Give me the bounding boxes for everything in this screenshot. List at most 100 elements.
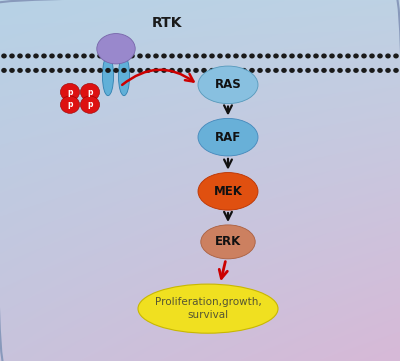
Circle shape xyxy=(377,68,383,73)
Circle shape xyxy=(97,53,103,58)
Circle shape xyxy=(73,68,79,73)
Circle shape xyxy=(81,53,87,58)
Circle shape xyxy=(257,68,263,73)
Circle shape xyxy=(57,53,63,58)
Circle shape xyxy=(265,68,271,73)
Circle shape xyxy=(385,53,391,58)
Text: RAF: RAF xyxy=(215,131,241,144)
Circle shape xyxy=(49,68,55,73)
Circle shape xyxy=(289,68,295,73)
Circle shape xyxy=(9,68,15,73)
Circle shape xyxy=(81,68,87,73)
Circle shape xyxy=(297,53,303,58)
Circle shape xyxy=(113,68,119,73)
Circle shape xyxy=(1,53,7,58)
Circle shape xyxy=(393,68,399,73)
Circle shape xyxy=(65,68,71,73)
Circle shape xyxy=(65,53,71,58)
Text: p: p xyxy=(67,88,73,96)
Ellipse shape xyxy=(97,34,135,64)
Circle shape xyxy=(249,68,255,73)
Circle shape xyxy=(345,53,351,58)
FancyArrowPatch shape xyxy=(122,70,194,85)
Circle shape xyxy=(145,68,151,73)
Circle shape xyxy=(273,53,279,58)
Circle shape xyxy=(89,68,95,73)
Circle shape xyxy=(281,53,287,58)
Circle shape xyxy=(185,68,191,73)
Circle shape xyxy=(137,53,143,58)
Circle shape xyxy=(377,53,383,58)
Text: p: p xyxy=(67,100,73,109)
Circle shape xyxy=(129,68,135,73)
Circle shape xyxy=(369,68,375,73)
Circle shape xyxy=(321,68,327,73)
Circle shape xyxy=(273,68,279,73)
Circle shape xyxy=(80,83,100,101)
Circle shape xyxy=(137,68,143,73)
Circle shape xyxy=(193,68,199,73)
Circle shape xyxy=(225,53,231,58)
Circle shape xyxy=(105,53,111,58)
Circle shape xyxy=(73,53,79,58)
Ellipse shape xyxy=(198,66,258,104)
Text: p: p xyxy=(87,88,93,96)
Circle shape xyxy=(25,68,31,73)
Circle shape xyxy=(385,68,391,73)
Circle shape xyxy=(105,68,111,73)
Circle shape xyxy=(185,53,191,58)
Circle shape xyxy=(33,68,39,73)
Circle shape xyxy=(241,68,247,73)
Circle shape xyxy=(9,53,15,58)
Circle shape xyxy=(1,68,7,73)
Text: MEK: MEK xyxy=(214,185,242,198)
Circle shape xyxy=(80,96,100,113)
Circle shape xyxy=(233,53,239,58)
Ellipse shape xyxy=(102,56,114,96)
Circle shape xyxy=(217,68,223,73)
Circle shape xyxy=(169,68,175,73)
Circle shape xyxy=(25,53,31,58)
Circle shape xyxy=(313,53,319,58)
Circle shape xyxy=(89,53,95,58)
Circle shape xyxy=(313,68,319,73)
Circle shape xyxy=(33,53,39,58)
Circle shape xyxy=(257,53,263,58)
Ellipse shape xyxy=(198,118,258,156)
Circle shape xyxy=(17,68,23,73)
Text: Proliferation,growth,
survival: Proliferation,growth, survival xyxy=(155,297,261,320)
Circle shape xyxy=(161,53,167,58)
Circle shape xyxy=(321,53,327,58)
Circle shape xyxy=(49,53,55,58)
Circle shape xyxy=(265,53,271,58)
Ellipse shape xyxy=(201,225,255,259)
Circle shape xyxy=(121,53,127,58)
Circle shape xyxy=(289,53,295,58)
Circle shape xyxy=(217,53,223,58)
Circle shape xyxy=(41,68,47,73)
Circle shape xyxy=(97,68,103,73)
Circle shape xyxy=(345,68,351,73)
Circle shape xyxy=(393,53,399,58)
Text: ERK: ERK xyxy=(215,235,241,248)
Circle shape xyxy=(161,68,167,73)
Circle shape xyxy=(305,53,311,58)
Circle shape xyxy=(60,96,80,113)
Text: RAS: RAS xyxy=(215,78,241,91)
Circle shape xyxy=(281,68,287,73)
Circle shape xyxy=(361,68,367,73)
Circle shape xyxy=(121,68,127,73)
Circle shape xyxy=(209,53,215,58)
Circle shape xyxy=(369,53,375,58)
Ellipse shape xyxy=(138,284,278,333)
Circle shape xyxy=(145,53,151,58)
Circle shape xyxy=(305,68,311,73)
Circle shape xyxy=(329,68,335,73)
Circle shape xyxy=(60,83,80,101)
Text: p: p xyxy=(87,100,93,109)
Circle shape xyxy=(233,68,239,73)
Circle shape xyxy=(153,68,159,73)
Circle shape xyxy=(153,53,159,58)
Circle shape xyxy=(337,68,343,73)
Circle shape xyxy=(57,68,63,73)
